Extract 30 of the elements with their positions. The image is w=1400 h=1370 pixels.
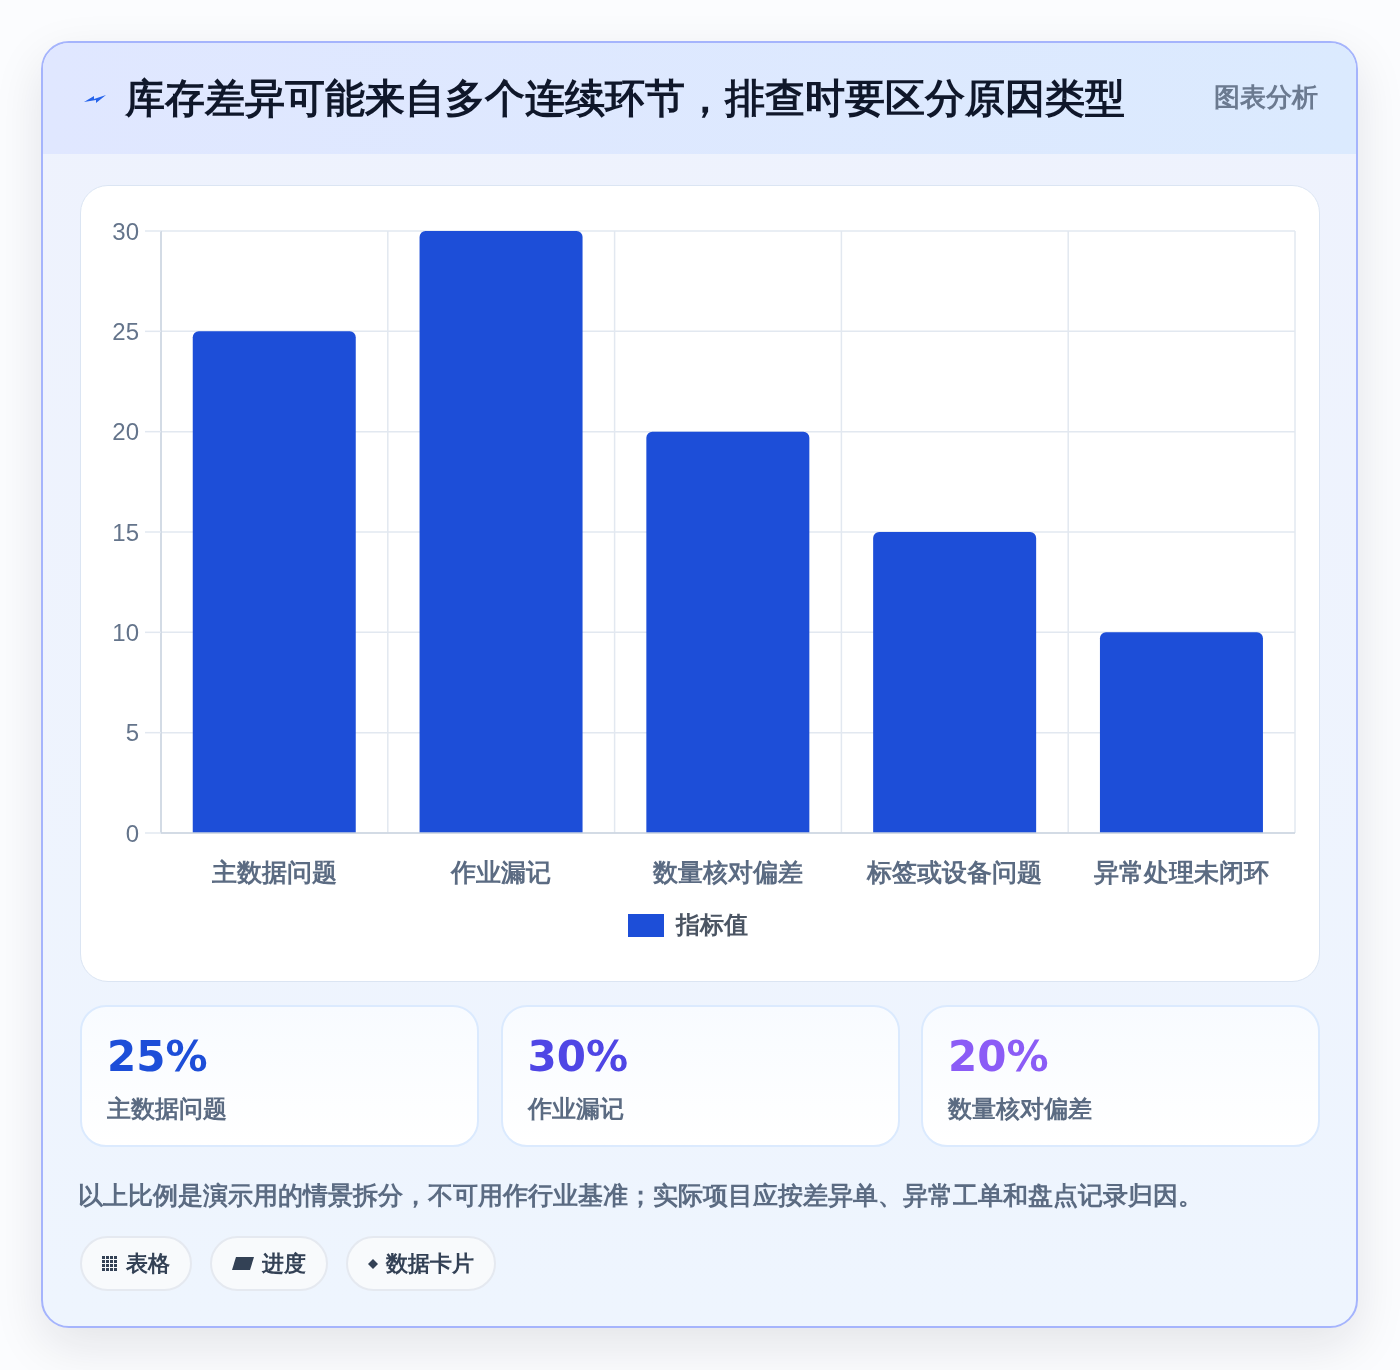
y-tick-label: 20	[112, 418, 139, 446]
x-tick-label: 作业漏记	[450, 857, 552, 886]
text: 数据卡片	[386, 1250, 474, 1276]
x-tick-label: 标签或设备问题	[866, 857, 1043, 886]
text: 20%	[948, 1032, 1049, 1081]
text: 表格	[126, 1250, 170, 1276]
x-tick-label: 主数据问题	[210, 857, 337, 886]
bar	[1099, 632, 1263, 833]
y-tick-label: 30	[112, 217, 139, 245]
bar	[192, 331, 356, 833]
y-tick-label: 15	[112, 518, 139, 546]
y-tick-label: 25	[112, 317, 139, 345]
chart-subtitle: 图表分析	[1214, 82, 1318, 112]
chart-title: 库存差异可能来自多个连续环节，排查时要区分原因类型	[125, 76, 1125, 120]
text: 30%	[527, 1032, 629, 1081]
text: 25%	[107, 1032, 208, 1081]
bar	[873, 532, 1037, 833]
category-label: 数量核对偏差	[948, 1095, 1092, 1122]
x-tick-label: 数量核对偏差	[652, 857, 803, 886]
text: 进度	[262, 1250, 306, 1276]
legend-label: 指标值	[675, 911, 748, 938]
y-tick-label: 0	[125, 819, 139, 847]
bar	[646, 431, 810, 833]
text: 以上比例是演示用的情景拆分，不可用作行业基准；实际项目应按差异单、异常工单和盘点记录归因。	[78, 1181, 1203, 1209]
category-label: 作业漏记	[527, 1095, 624, 1122]
category-label: 主数据问题	[107, 1095, 227, 1122]
y-tick-label: 10	[112, 618, 139, 646]
y-tick-label: 5	[125, 719, 139, 747]
bar	[419, 231, 583, 833]
x-tick-label: 异常处理未闭环	[1093, 857, 1270, 886]
